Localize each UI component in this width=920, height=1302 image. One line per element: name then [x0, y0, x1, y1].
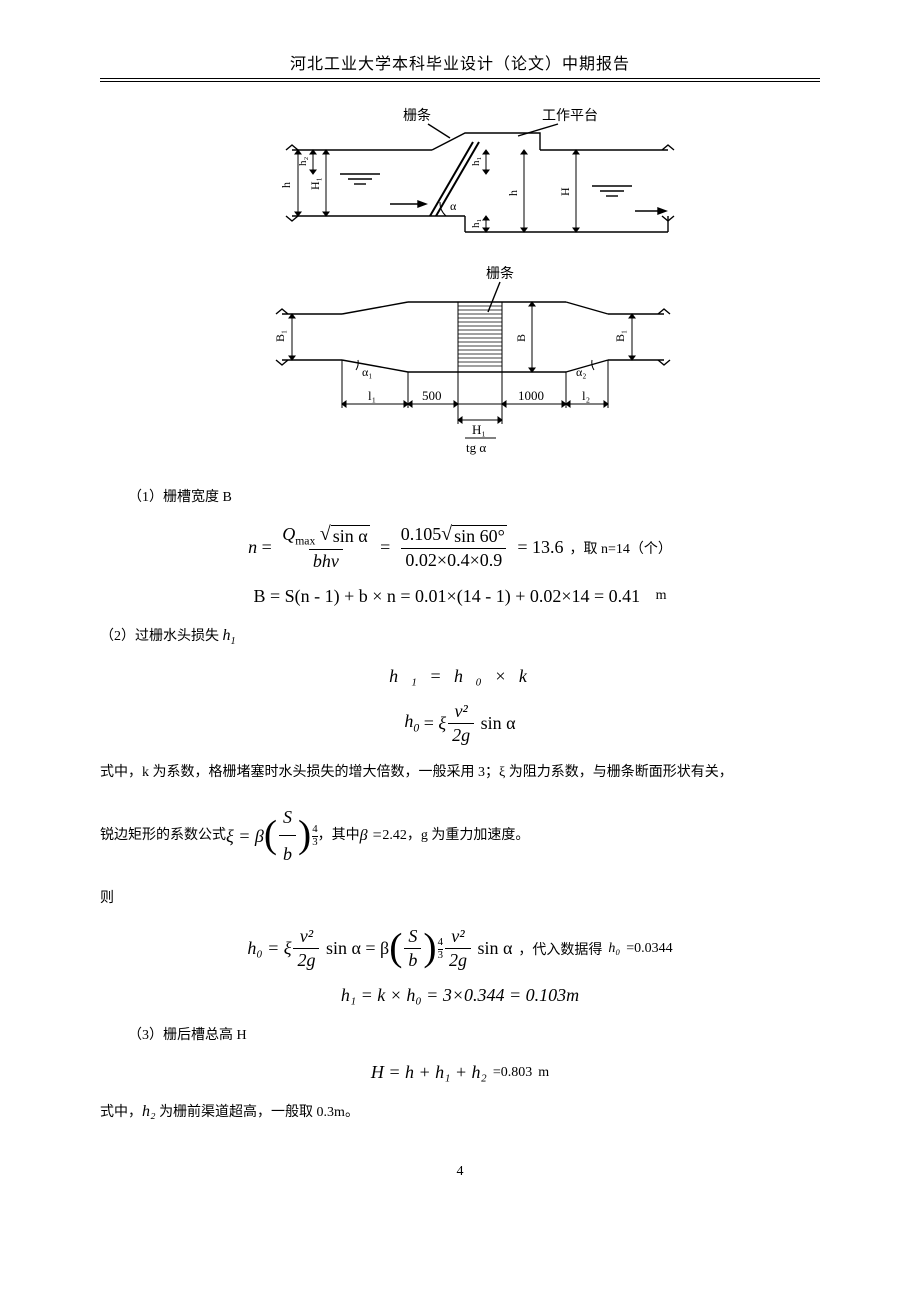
svg-text:h₁: h₁	[470, 157, 482, 167]
svg-text:h: h	[279, 182, 293, 188]
fig1-label-platform: 工作平台	[542, 108, 598, 124]
equation-h0-full: h₀ = ξ v²2g sin α = β (Sb) 43 v²2g sin α…	[100, 926, 820, 971]
svg-text:B: B	[514, 334, 528, 342]
fig1-label-bar: 栅条	[403, 107, 431, 124]
svg-text:α: α	[450, 199, 457, 213]
svg-text:1000: 1000	[518, 388, 544, 403]
page-number: 4	[100, 1164, 820, 1180]
paragraph-1: 式中，k 为系数，格栅堵塞时水头损失的增大倍数，一般采用 3；ξ 为阻力系数，与…	[100, 760, 820, 787]
svg-text:h₂: h₂	[297, 157, 309, 167]
svg-text:H₁: H₁	[308, 177, 322, 190]
paragraph-2: 锐边矩形的系数公式 ξ = β (Sb) 43 ，其中 β = 2.42 ，g …	[100, 800, 820, 871]
paragraph-4: 式中，h₂ 为栅前渠道超高，一般取 0.3m。	[100, 1097, 820, 1127]
paragraph-3: 则	[100, 886, 820, 913]
figure-1: 栅条 工作平台	[100, 106, 820, 246]
equation-h1: h ₁ = h ₀ × k	[100, 666, 820, 687]
svg-text:l₁: l₁	[368, 388, 376, 403]
equation-h1-calc: h₁ = k × h₀ = 3×0.344 = 0.103m	[100, 985, 820, 1006]
figure-2: 栅条	[100, 266, 820, 466]
equation-h0: h0 = ξ v²2g sin α	[100, 701, 820, 746]
svg-text:α₁: α₁	[362, 365, 372, 379]
header-rule	[100, 78, 820, 79]
svg-text:h: h	[506, 190, 520, 196]
svg-text:α₂: α₂	[576, 365, 586, 379]
svg-text:h₁: h₁	[470, 219, 482, 229]
svg-text:H: H	[558, 187, 572, 196]
svg-text:tg α: tg α	[466, 440, 486, 455]
page-header: 河北工业大学本科毕业设计（论文）中期报告	[100, 50, 820, 78]
svg-text:H₁: H₁	[472, 422, 486, 437]
svg-text:l₂: l₂	[582, 388, 590, 403]
svg-text:B₁: B₁	[273, 330, 287, 342]
equation-B: B = S(n - 1) + b × n = 0.01×(14 - 1) + 0…	[100, 586, 820, 607]
svg-text:栅条: 栅条	[486, 266, 514, 282]
section-3-label: （3）栅后槽总高 H	[128, 1024, 820, 1044]
equation-n: n = Qmax √sin α bhv = 0.105√sin 60° 0.02…	[100, 524, 820, 572]
header-rule-thin	[100, 81, 820, 82]
section-1-label: （1）栅槽宽度 B	[128, 486, 820, 506]
section-2-label: （2）过栅水头损失 h1	[100, 621, 820, 652]
equation-H: H = h + h₁ + h₂=0.803m	[100, 1062, 820, 1083]
svg-text:500: 500	[422, 388, 442, 403]
svg-text:B₁: B₁	[613, 330, 627, 342]
